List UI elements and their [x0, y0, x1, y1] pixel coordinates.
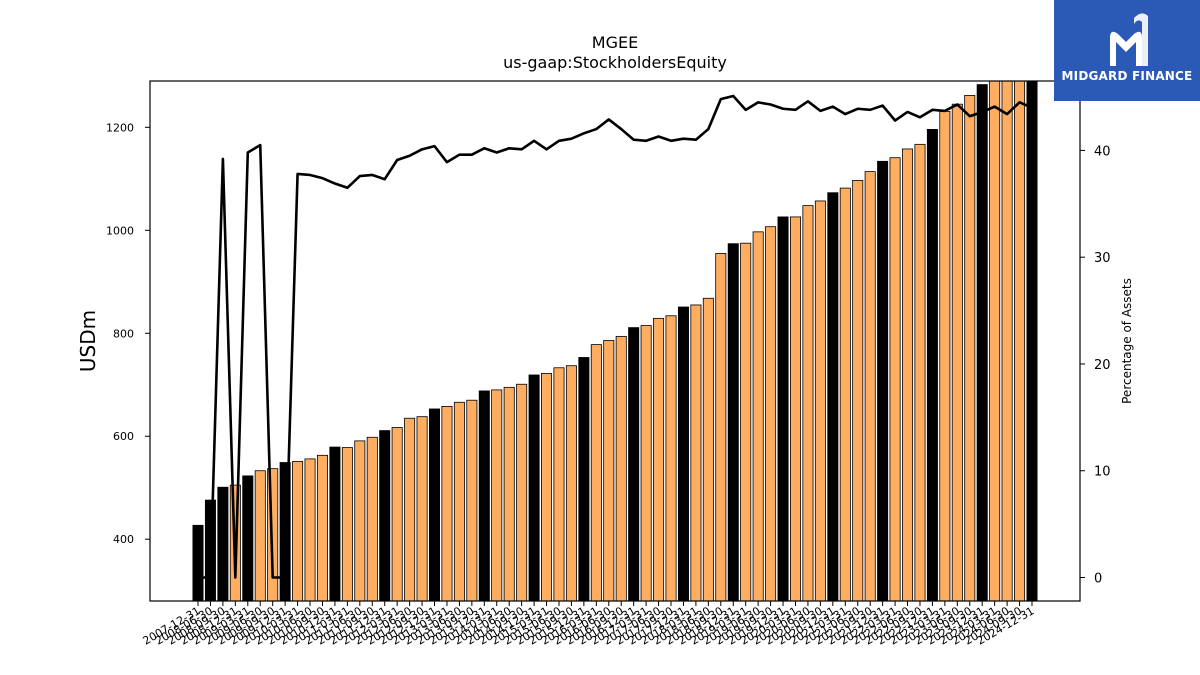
y2-axis-label: Percentage of Assets: [1120, 278, 1134, 404]
bar-2018-06-30: [702, 297, 714, 602]
bar-2022-12-31: [926, 128, 938, 602]
bar-2018-03-31: [690, 304, 702, 602]
bar-2019-03-31: [740, 242, 752, 602]
bar-2022-06-30: [902, 148, 914, 602]
y2-tick-label-0: 0: [1094, 572, 1102, 587]
bar-2011-09-30: [366, 436, 378, 602]
bar-2020-12-31: [827, 192, 839, 602]
bar-2015-12-31: [578, 357, 590, 602]
bar-2020-06-30: [802, 205, 814, 602]
bar-2012-12-31: [428, 408, 441, 602]
bar-2023-06-30: [951, 103, 963, 602]
bar-2017-06-30: [653, 317, 665, 602]
bar-2015-09-30: [565, 365, 577, 602]
bar-2014-03-31: [491, 389, 503, 602]
line-series: [198, 94, 1033, 579]
bar-2020-09-30: [814, 200, 826, 602]
bar-2024-12-31: [1026, 80, 1038, 602]
bar-2009-03-31: [242, 475, 254, 602]
bar-2014-12-31: [528, 374, 540, 602]
bar-2023-12-31: [976, 84, 988, 602]
bar-2022-09-30: [914, 143, 926, 602]
left-y-axis: 400 600 800 1000 1200: [106, 121, 150, 546]
bar-2019-12-31: [777, 216, 789, 602]
right-y-axis: 0 10 20 30 40: [1080, 144, 1111, 587]
bar-2016-06-30: [603, 340, 615, 602]
bar-2011-12-31: [379, 430, 391, 602]
y-axis-label: USDm: [76, 310, 100, 372]
y-tick-label-1000: 1000: [106, 224, 134, 237]
bar-2021-09-30: [864, 171, 876, 602]
bar-2013-09-30: [466, 399, 478, 602]
bar-2015-03-31: [541, 373, 553, 602]
bar-series: [192, 80, 1038, 602]
bar-2016-03-31: [590, 344, 602, 602]
chart-title: MGEE: [592, 33, 638, 52]
bar-2011-06-30: [354, 440, 366, 602]
y-tick-label-1200: 1200: [106, 121, 134, 134]
midgard-logo-icon: [1110, 13, 1148, 66]
chart-subtitle: us-gaap:StockholdersEquity: [503, 53, 727, 72]
bar-2018-12-31: [727, 243, 739, 602]
pct-assets-line: [198, 94, 1033, 579]
bar-2018-09-30: [715, 253, 727, 602]
bar-2013-03-31: [441, 405, 453, 602]
y-tick-label-400: 400: [113, 533, 134, 546]
bar-2008-09-30: [217, 486, 229, 602]
bar-2023-03-31: [939, 110, 951, 602]
bar-2009-06-30: [254, 470, 266, 602]
x-axis: 2007-12-312008-06-302008-09-302008-12-31…: [141, 601, 1037, 648]
bar-2024-09-30: [1014, 80, 1026, 602]
bar-2013-06-30: [453, 401, 465, 602]
bar-2020-03-31: [789, 216, 802, 602]
bar-2007-12-31: [192, 524, 204, 602]
y-tick-label-600: 600: [113, 430, 134, 443]
bar-2021-06-30: [852, 179, 864, 602]
bar-2014-06-30: [503, 386, 515, 602]
brand-logo: MIDGARD FINANCE: [1054, 0, 1200, 101]
bar-2014-09-30: [516, 383, 528, 602]
bar-2019-06-30: [752, 231, 764, 602]
bar-2017-12-31: [677, 306, 689, 602]
bar-2015-06-30: [553, 367, 565, 602]
bar-2023-09-30: [964, 95, 976, 602]
plot-frame: [149, 80, 1081, 602]
bar-2021-03-31: [839, 187, 851, 602]
bar-2017-03-31: [640, 325, 652, 602]
y2-tick-label-30: 30: [1094, 251, 1111, 266]
bar-2010-09-30: [316, 454, 328, 602]
bar-2013-12-31: [478, 390, 490, 602]
bar-2019-09-30: [765, 226, 777, 602]
y-tick-label-800: 800: [113, 327, 134, 340]
y2-tick-label-10: 10: [1094, 465, 1111, 480]
brand-name: MIDGARD FINANCE: [1061, 69, 1193, 83]
bar-2017-09-30: [665, 315, 677, 602]
bar-2012-03-31: [391, 427, 403, 602]
bar-2012-06-30: [404, 417, 416, 602]
bar-2011-03-31: [341, 447, 353, 602]
bar-2016-09-30: [615, 335, 627, 602]
bar-2016-12-31: [628, 327, 640, 602]
bar-2022-03-31: [889, 157, 901, 602]
bar-2024-06-30: [1001, 80, 1013, 602]
bar-2021-12-31: [877, 160, 889, 602]
bar-2010-12-31: [329, 446, 341, 602]
y2-tick-label-40: 40: [1094, 144, 1111, 159]
bar-2024-03-31: [989, 80, 1001, 602]
y2-tick-label-20: 20: [1094, 358, 1111, 373]
bar-2012-09-30: [416, 416, 428, 602]
bar-2010-06-30: [304, 458, 316, 602]
bar-2010-03-31: [292, 461, 304, 602]
